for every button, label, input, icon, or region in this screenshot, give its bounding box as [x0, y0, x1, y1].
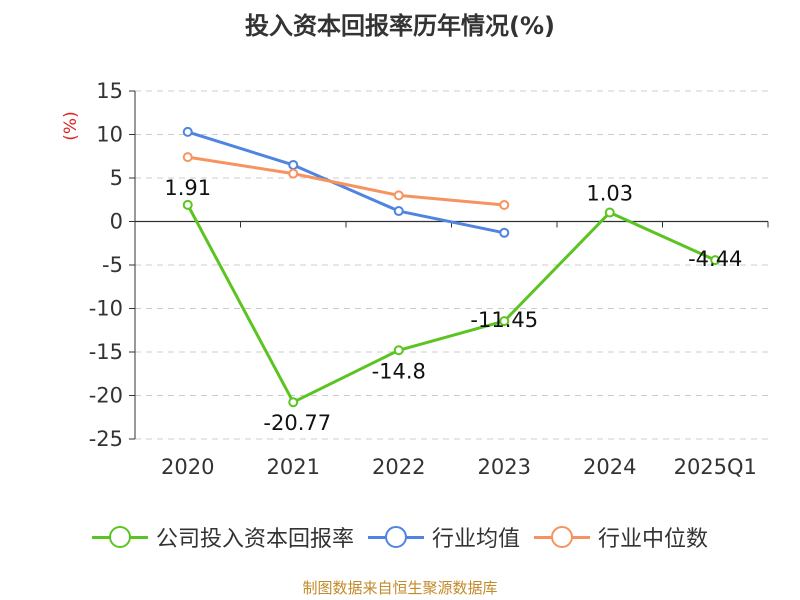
- y-tick-label: -20: [89, 384, 123, 408]
- y-tick-label: -15: [89, 340, 123, 364]
- data-point: [288, 159, 299, 170]
- x-tick-label: 2025Q1: [674, 455, 757, 479]
- y-tick-label: 0: [110, 210, 123, 234]
- chart-title: 投入资本回报率历年情况(%): [245, 12, 555, 40]
- data-point: [182, 126, 193, 137]
- y-axis-label: (%): [61, 111, 81, 140]
- legend-marker-icon: [534, 526, 590, 548]
- legend-item[interactable]: 行业均值: [367, 521, 520, 553]
- data-label: -14.8: [372, 359, 426, 383]
- y-tick-label: 10: [96, 123, 123, 147]
- legend-label: 行业均值: [431, 527, 520, 552]
- x-tick-label: 2020: [161, 455, 214, 479]
- x-tick-label: 2023: [478, 455, 531, 479]
- y-tick-label: -5: [102, 253, 123, 277]
- data-label: -20.77: [263, 411, 331, 435]
- data-point: [182, 152, 193, 163]
- series-line: [187, 130, 505, 235]
- data-label: -4.44: [688, 247, 742, 271]
- chart-legend: 公司投入资本回报率 行业均值 行业中位数: [0, 520, 800, 554]
- data-point: [499, 316, 510, 327]
- legend-item[interactable]: 行业中位数: [534, 521, 708, 553]
- data-point: [499, 199, 510, 210]
- data-point: [499, 227, 510, 238]
- data-point: [710, 255, 721, 266]
- y-tick-label: 15: [96, 79, 123, 103]
- y-tick-label: -25: [89, 427, 123, 451]
- data-label: 1.03: [586, 182, 633, 206]
- data-label: 1.91: [164, 176, 211, 200]
- y-tick-label: 5: [110, 166, 123, 190]
- data-point: [288, 168, 299, 179]
- data-label: -11.45: [470, 308, 538, 332]
- legend-label: 行业中位数: [598, 527, 709, 552]
- data-point: [604, 207, 615, 218]
- legend-marker-icon: [367, 526, 424, 548]
- x-tick-label: 2024: [583, 455, 636, 479]
- series-line: [187, 155, 505, 207]
- data-point: [182, 199, 193, 210]
- legend-item[interactable]: 公司投入资本回报率: [91, 521, 354, 553]
- data-point: [288, 397, 299, 408]
- source-footer: 制图数据来自恒生聚源数据库: [302, 579, 498, 597]
- legend-marker-icon: [91, 526, 148, 548]
- series-line: [186, 204, 716, 404]
- x-tick-label: 2022: [372, 455, 425, 479]
- data-point: [393, 345, 404, 356]
- x-tick-label: 2021: [267, 455, 320, 479]
- legend-label: 公司投入资本回报率: [155, 527, 354, 552]
- data-point: [393, 190, 404, 201]
- data-point: [393, 206, 404, 217]
- y-tick-label: -10: [89, 297, 123, 321]
